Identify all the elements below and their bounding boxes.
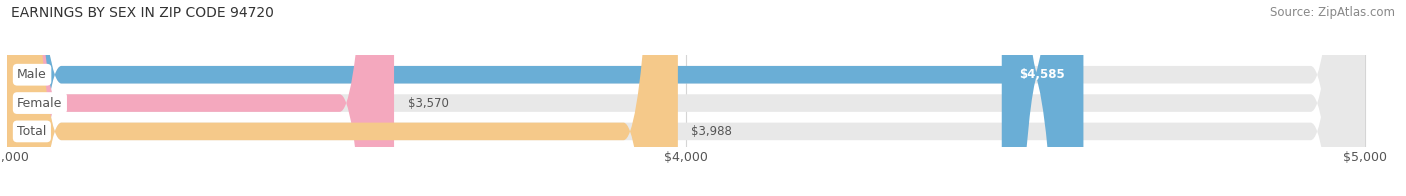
FancyBboxPatch shape — [7, 0, 1365, 196]
FancyBboxPatch shape — [7, 0, 394, 196]
Text: $3,988: $3,988 — [692, 125, 733, 138]
Text: Source: ZipAtlas.com: Source: ZipAtlas.com — [1270, 6, 1395, 19]
Text: $4,585: $4,585 — [1019, 68, 1066, 81]
FancyBboxPatch shape — [7, 0, 1365, 196]
Text: $3,570: $3,570 — [408, 97, 449, 110]
Text: EARNINGS BY SEX IN ZIP CODE 94720: EARNINGS BY SEX IN ZIP CODE 94720 — [11, 6, 274, 20]
Text: Total: Total — [17, 125, 46, 138]
FancyBboxPatch shape — [1001, 0, 1083, 196]
Text: Male: Male — [17, 68, 46, 81]
Text: Female: Female — [17, 97, 63, 110]
FancyBboxPatch shape — [7, 0, 1083, 196]
FancyBboxPatch shape — [7, 0, 678, 196]
FancyBboxPatch shape — [7, 0, 1365, 196]
